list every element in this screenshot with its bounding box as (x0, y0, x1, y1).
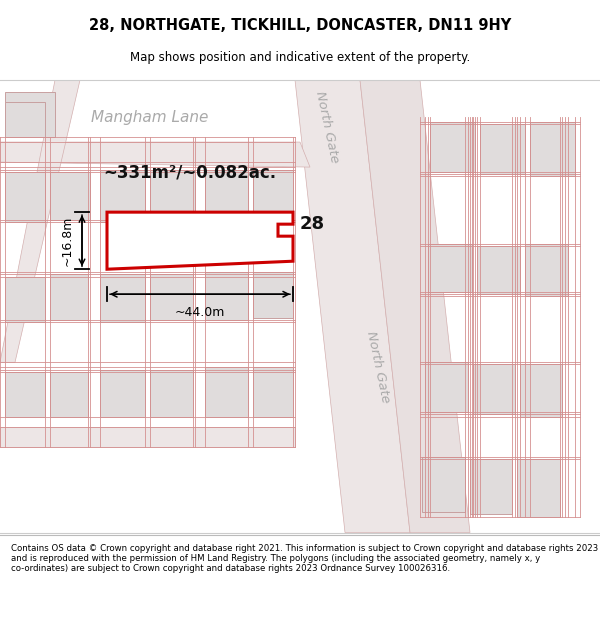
Polygon shape (150, 170, 195, 220)
Polygon shape (0, 142, 310, 167)
Polygon shape (107, 212, 293, 269)
Polygon shape (50, 274, 88, 320)
Polygon shape (5, 102, 45, 137)
Polygon shape (100, 170, 145, 222)
Text: North Gate: North Gate (313, 90, 341, 164)
Polygon shape (477, 246, 520, 294)
Polygon shape (422, 458, 465, 512)
Text: Mangham Lane: Mangham Lane (91, 109, 209, 124)
Polygon shape (430, 122, 475, 172)
Text: 28, NORTHGATE, TICKHILL, DONCASTER, DN11 9HY: 28, NORTHGATE, TICKHILL, DONCASTER, DN11… (89, 18, 511, 33)
Polygon shape (253, 170, 293, 218)
Polygon shape (525, 244, 568, 296)
Polygon shape (473, 364, 515, 414)
Polygon shape (295, 80, 410, 532)
Polygon shape (205, 272, 248, 320)
Polygon shape (360, 80, 470, 532)
Polygon shape (100, 371, 145, 418)
Text: ~331m²/~0.082ac.: ~331m²/~0.082ac. (103, 163, 277, 181)
Polygon shape (253, 368, 293, 418)
Polygon shape (150, 371, 193, 418)
Polygon shape (100, 274, 145, 322)
Polygon shape (480, 124, 525, 174)
Polygon shape (50, 372, 88, 418)
Polygon shape (5, 372, 45, 418)
Text: ~16.8m: ~16.8m (61, 216, 74, 266)
Text: North Gate: North Gate (364, 330, 392, 404)
Polygon shape (470, 459, 512, 514)
Polygon shape (530, 122, 575, 176)
Polygon shape (425, 362, 468, 413)
Text: Map shows position and indicative extent of the property.: Map shows position and indicative extent… (130, 51, 470, 64)
Polygon shape (205, 368, 248, 418)
Polygon shape (0, 80, 80, 362)
Polygon shape (5, 172, 45, 222)
Polygon shape (253, 272, 293, 318)
Polygon shape (520, 364, 562, 418)
Polygon shape (0, 428, 295, 448)
Polygon shape (5, 92, 55, 137)
Polygon shape (205, 170, 248, 220)
Text: 28: 28 (300, 215, 325, 233)
Polygon shape (428, 244, 472, 292)
Polygon shape (517, 459, 560, 518)
Text: ~44.0m: ~44.0m (175, 306, 225, 319)
Polygon shape (150, 274, 193, 320)
Text: Contains OS data © Crown copyright and database right 2021. This information is : Contains OS data © Crown copyright and d… (11, 544, 598, 573)
Polygon shape (5, 278, 45, 322)
Polygon shape (50, 172, 90, 220)
